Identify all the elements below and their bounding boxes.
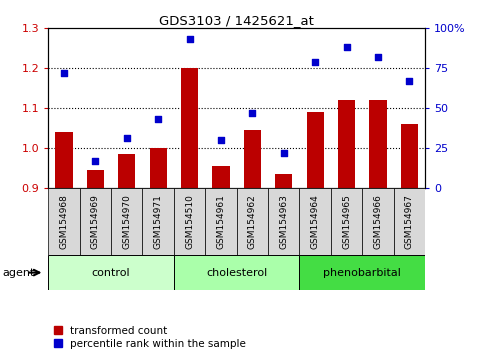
Bar <box>331 188 362 255</box>
Point <box>343 45 351 50</box>
Text: GSM154964: GSM154964 <box>311 194 320 249</box>
Bar <box>87 170 104 188</box>
Bar <box>401 124 418 188</box>
Legend: transformed count, percentile rank within the sample: transformed count, percentile rank withi… <box>54 326 246 349</box>
Text: GSM154963: GSM154963 <box>279 194 288 249</box>
Bar <box>275 174 292 188</box>
Bar <box>213 166 229 188</box>
Text: cholesterol: cholesterol <box>206 268 267 278</box>
Text: GSM154968: GSM154968 <box>59 194 69 249</box>
Bar <box>48 255 174 290</box>
Text: agent: agent <box>2 268 35 278</box>
Bar <box>174 188 205 255</box>
Bar <box>299 188 331 255</box>
Text: GSM154961: GSM154961 <box>216 194 226 249</box>
Bar <box>338 100 355 188</box>
Text: GSM154965: GSM154965 <box>342 194 351 249</box>
Bar <box>362 188 394 255</box>
Text: GSM154962: GSM154962 <box>248 194 257 249</box>
Text: GSM154966: GSM154966 <box>373 194 383 249</box>
Point <box>217 137 225 143</box>
Bar <box>299 255 425 290</box>
Bar <box>174 255 299 290</box>
Bar <box>394 188 425 255</box>
Text: GSM154970: GSM154970 <box>122 194 131 249</box>
Point <box>406 78 413 84</box>
Bar <box>244 130 261 188</box>
Text: GSM154967: GSM154967 <box>405 194 414 249</box>
Point <box>186 37 194 42</box>
Bar <box>268 188 299 255</box>
Point <box>92 158 99 164</box>
Point <box>123 136 131 141</box>
Bar <box>142 188 174 255</box>
Bar <box>237 188 268 255</box>
Point <box>374 54 382 60</box>
Bar <box>181 68 198 188</box>
Point <box>60 70 68 76</box>
Bar <box>307 112 324 188</box>
Bar <box>205 188 237 255</box>
Bar <box>118 154 135 188</box>
Text: GSM154510: GSM154510 <box>185 194 194 249</box>
Bar <box>369 100 386 188</box>
Point <box>280 150 288 155</box>
Point <box>312 59 319 65</box>
Text: GSM154971: GSM154971 <box>154 194 163 249</box>
Bar <box>80 188 111 255</box>
Text: phenobarbital: phenobarbital <box>323 268 401 278</box>
Point <box>249 110 256 116</box>
Text: control: control <box>92 268 130 278</box>
Bar <box>150 148 167 188</box>
Bar <box>56 132 72 188</box>
Text: GSM154969: GSM154969 <box>91 194 100 249</box>
Point <box>155 116 162 122</box>
Bar <box>111 188 142 255</box>
Bar <box>48 188 80 255</box>
Title: GDS3103 / 1425621_at: GDS3103 / 1425621_at <box>159 14 314 27</box>
